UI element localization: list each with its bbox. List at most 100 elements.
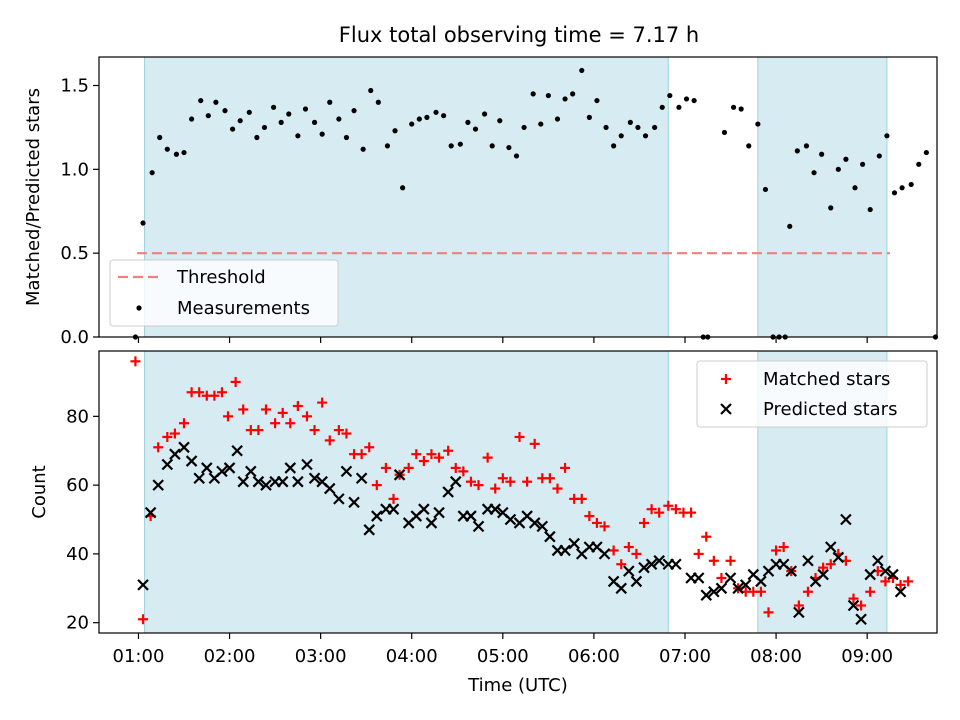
measurement-point bbox=[465, 119, 471, 125]
predicted-star-point-b bbox=[670, 558, 682, 570]
predicted-star-point bbox=[887, 568, 899, 581]
predicted-star-point-b bbox=[449, 475, 462, 488]
measurement-point bbox=[302, 106, 309, 112]
predicted-star-point-b bbox=[252, 475, 265, 488]
measurement-point bbox=[554, 116, 561, 122]
measurement-point bbox=[899, 185, 905, 191]
matched-star-point bbox=[253, 425, 264, 436]
predicted-star-point bbox=[252, 475, 265, 488]
matched-star-point bbox=[505, 476, 516, 487]
predicted-star-point bbox=[276, 475, 289, 488]
predicted-star-point-b bbox=[231, 444, 243, 457]
predicted-star-point-b bbox=[817, 568, 829, 581]
matched-star-point bbox=[631, 548, 642, 559]
top-axes-frame bbox=[98, 56, 938, 338]
matched-star-point bbox=[371, 480, 382, 491]
top-y-ticks: 0.0 0.5 1.0 1.5 bbox=[60, 76, 99, 348]
matched-star-point bbox=[465, 476, 476, 487]
matched-star-point bbox=[490, 483, 501, 494]
predicted-star-point bbox=[528, 517, 541, 529]
measurement-point bbox=[472, 126, 479, 132]
predicted-star-point-b bbox=[793, 606, 805, 619]
predicted-star-point-b bbox=[715, 582, 728, 595]
predicted-star-point bbox=[489, 503, 502, 515]
measurement-point bbox=[594, 97, 600, 104]
predicted-star-point bbox=[598, 548, 611, 560]
matched-star-point bbox=[584, 511, 595, 522]
predicted-star-point bbox=[185, 455, 198, 467]
predicted-star-point bbox=[855, 613, 867, 626]
measurement-point bbox=[400, 185, 406, 191]
measurement-point bbox=[384, 143, 391, 149]
matched-star-point bbox=[138, 614, 149, 625]
matched-star-point bbox=[701, 531, 712, 542]
measurement-point bbox=[923, 149, 929, 156]
predicted-star-point-b bbox=[700, 589, 713, 601]
measurement-point bbox=[819, 151, 825, 157]
matched-star-point bbox=[450, 462, 461, 473]
predicted-star-point-b bbox=[223, 462, 236, 474]
predicted-star-point-b bbox=[489, 503, 502, 515]
measurement-point bbox=[497, 118, 503, 124]
predicted-star-point-b bbox=[653, 555, 665, 567]
predicted-star-point bbox=[700, 589, 713, 601]
bottom-ytick-label: 20 bbox=[66, 613, 89, 634]
matched-star-point bbox=[209, 390, 220, 401]
legend-matched-label: Matched stars bbox=[763, 369, 890, 390]
measurement-point bbox=[828, 205, 834, 211]
predicted-star-point bbox=[785, 565, 798, 577]
predicted-star-point-b bbox=[161, 458, 174, 471]
measurement-point bbox=[683, 96, 690, 102]
measurement-point bbox=[433, 109, 439, 115]
legend-predicted-label: Predicted stars bbox=[763, 399, 897, 420]
predicted-star-point-b bbox=[732, 582, 744, 595]
measurements-points bbox=[132, 67, 939, 340]
measurement-point bbox=[755, 121, 761, 127]
predicted-star-point-b bbox=[371, 510, 383, 522]
measurement-point bbox=[803, 143, 810, 149]
predicted-star-point bbox=[371, 510, 383, 522]
matched-star-point bbox=[763, 607, 774, 618]
measurement-point bbox=[721, 129, 728, 136]
measurement-point bbox=[884, 133, 890, 139]
measurement-point bbox=[867, 206, 873, 213]
matched-star-point bbox=[818, 562, 829, 573]
matched-star-point bbox=[301, 411, 312, 422]
measurement-point bbox=[843, 156, 849, 162]
matched-stars-points bbox=[130, 356, 914, 625]
predicted-star-point-b bbox=[824, 541, 837, 553]
predicted-star-point-b bbox=[692, 572, 705, 584]
predicted-star-point-b bbox=[894, 585, 907, 598]
bottom-y-axis-label: Count bbox=[29, 465, 50, 518]
measurement-point bbox=[652, 124, 658, 131]
predicted-star-point bbox=[755, 575, 767, 588]
matched-star-point bbox=[277, 407, 288, 418]
predicted-star-point bbox=[653, 555, 665, 567]
top-legend-box bbox=[109, 259, 339, 327]
predicted-star-point-b bbox=[755, 575, 767, 588]
measurement-point bbox=[762, 186, 769, 193]
predicted-star-point bbox=[708, 585, 720, 598]
legend-predicted-marker-b bbox=[720, 403, 732, 415]
bottom-xtick-label: 02:00 bbox=[204, 646, 256, 667]
matched-star-point bbox=[693, 548, 704, 559]
matched-star-point bbox=[341, 428, 352, 439]
measurement-point bbox=[513, 153, 520, 159]
bottom-xtick-label: 07:00 bbox=[659, 646, 711, 667]
predicted-star-point bbox=[630, 575, 643, 588]
measurement-point bbox=[424, 114, 430, 120]
predicted-star-point-b bbox=[708, 585, 720, 598]
matched-star-point bbox=[317, 397, 328, 408]
predicted-star-point bbox=[292, 475, 304, 488]
predicted-star-point-b bbox=[568, 537, 580, 550]
predicted-star-point bbox=[231, 444, 243, 457]
measurement-point bbox=[360, 146, 366, 152]
predicted-star-point bbox=[169, 448, 181, 460]
matched-star-point bbox=[865, 586, 876, 597]
predicted-star-point bbox=[715, 582, 728, 595]
matched-star-point bbox=[560, 462, 571, 473]
matched-star-point bbox=[443, 445, 454, 456]
measurement-point bbox=[229, 126, 236, 132]
predicted-star-point bbox=[692, 572, 705, 584]
